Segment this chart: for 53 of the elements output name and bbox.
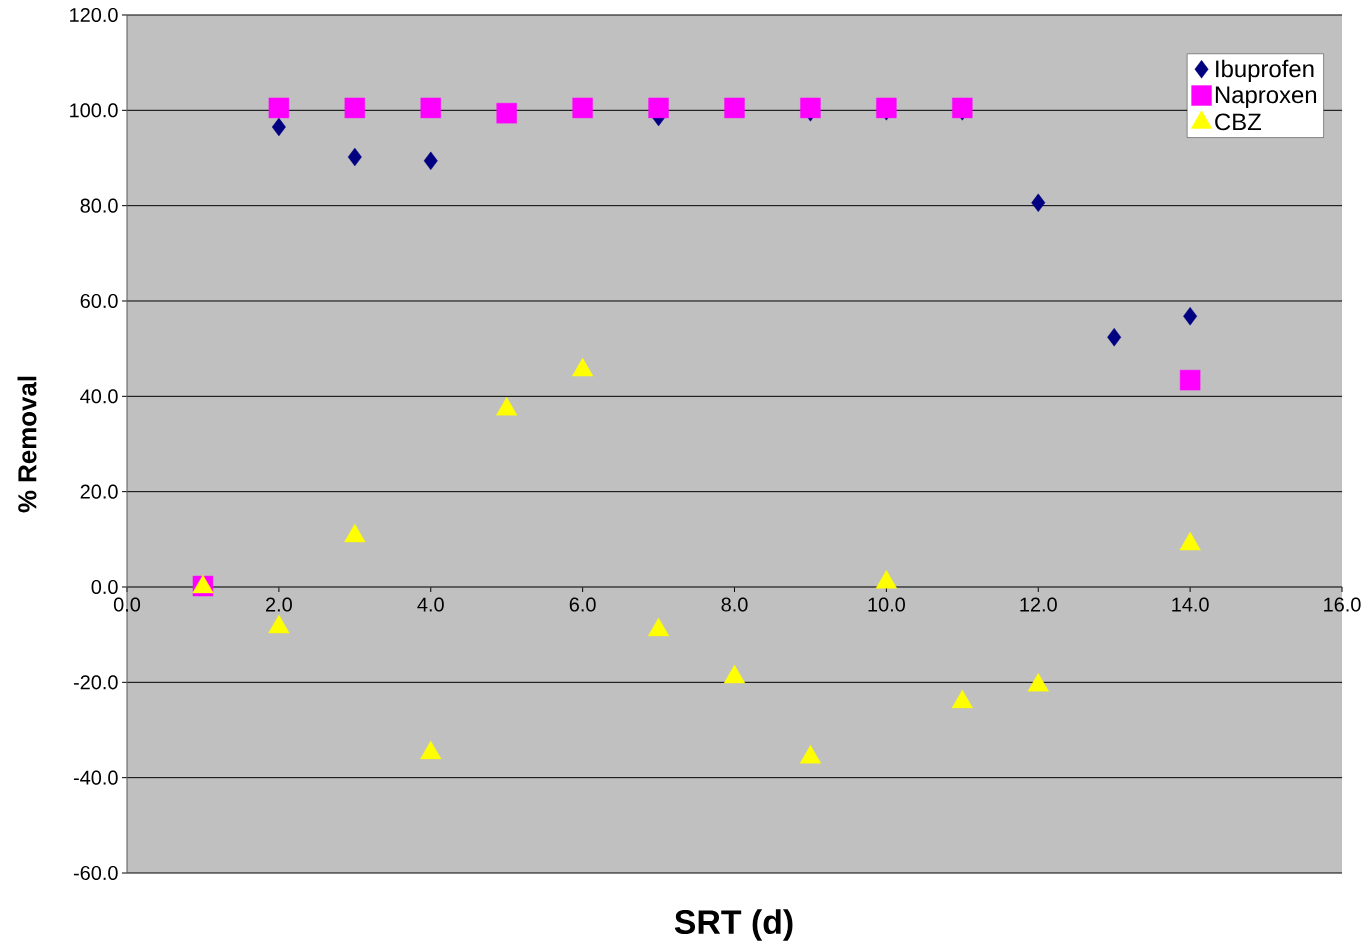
x-tick-label: 16.0	[1324, 597, 1361, 612]
y-tick-label: -40.0	[73, 770, 118, 785]
point	[271, 117, 286, 137]
x-tick-label: 4.0	[417, 597, 444, 612]
point	[648, 97, 669, 119]
y-tick-label: 20.0	[80, 484, 118, 499]
x-tick-label: 2.0	[266, 597, 292, 612]
point	[952, 97, 973, 119]
y-tick-label: -60.0	[73, 865, 118, 881]
point	[347, 147, 362, 167]
x-tick-label: 6.0	[569, 597, 596, 612]
y-tick-label: 40.0	[80, 389, 118, 404]
x-axis-title: SRT (d)	[674, 909, 793, 941]
point	[344, 523, 366, 543]
x-tick-label: 12.0	[1020, 597, 1057, 612]
legend-label: Ibuprofen	[1216, 59, 1314, 83]
point	[496, 102, 517, 124]
point	[1183, 307, 1198, 326]
point	[1107, 328, 1122, 347]
point	[344, 97, 366, 119]
point	[496, 397, 518, 416]
y-tick-label: 60.0	[80, 293, 118, 309]
point	[420, 97, 441, 119]
x-tick-label: 10.0	[868, 597, 905, 612]
point	[800, 97, 821, 119]
y-tick-label: -20.0	[73, 675, 118, 690]
point	[647, 617, 670, 637]
x-tick-label: 8.0	[721, 597, 748, 612]
x-tick-label: 0.0	[113, 597, 141, 612]
point	[876, 97, 897, 119]
x-tick-label: 14.0	[1172, 597, 1209, 612]
y-tick-label: 100.0	[70, 103, 118, 118]
point	[572, 97, 593, 119]
point	[724, 97, 745, 119]
point	[875, 570, 897, 589]
point	[723, 664, 746, 684]
point	[1179, 531, 1201, 551]
point	[1031, 193, 1046, 212]
point	[1179, 369, 1201, 391]
y-tick-label: 0.0	[91, 579, 118, 595]
y-axis-title: % Removal	[17, 376, 37, 513]
point	[268, 614, 290, 634]
point	[268, 97, 290, 119]
point	[951, 689, 973, 709]
point	[423, 151, 438, 171]
y-tick-label: 80.0	[80, 198, 118, 213]
point	[1027, 672, 1049, 692]
legend-label: Naproxen	[1215, 86, 1317, 108]
y-tick-label: 120.0	[70, 7, 118, 23]
point	[420, 740, 442, 760]
legend-label: CBZ	[1215, 113, 1262, 131]
point	[799, 744, 822, 764]
point	[572, 357, 594, 377]
